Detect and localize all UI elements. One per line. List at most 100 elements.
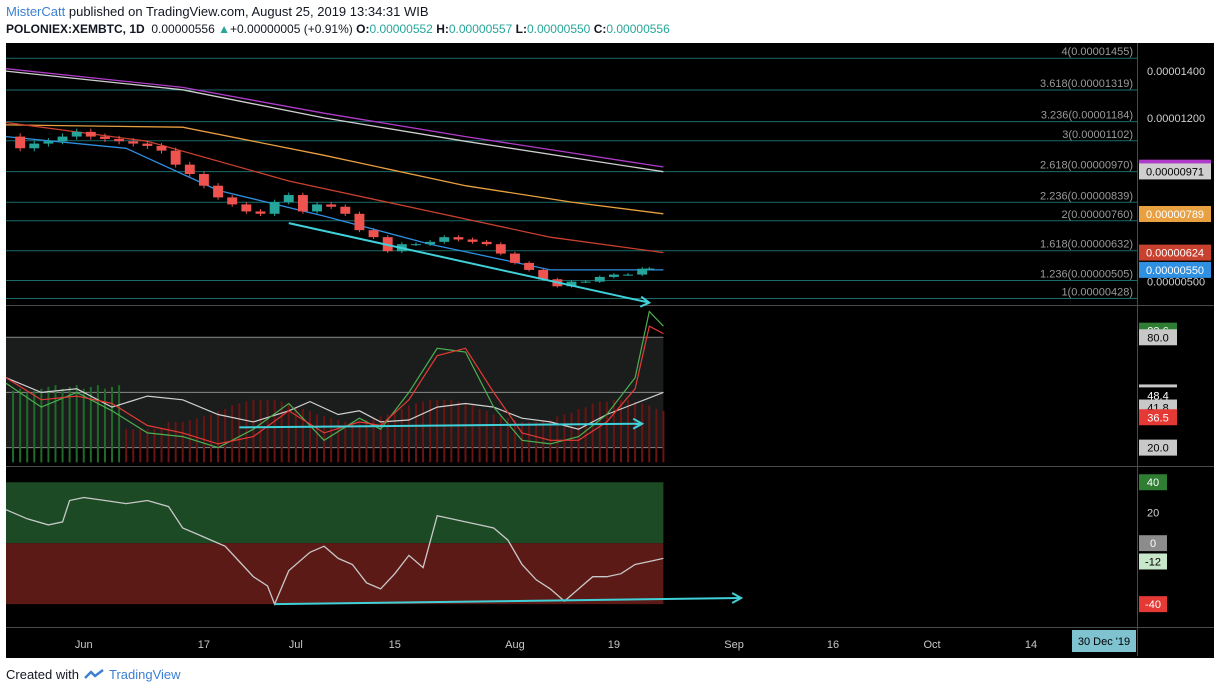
- trend-arrow[interactable]: [274, 597, 742, 606]
- indicator-value-label: 80.0: [1147, 332, 1168, 344]
- crosshair-date-label: 30 Dec '19: [1078, 636, 1130, 648]
- tradingview-logo-icon[interactable]: [83, 668, 105, 682]
- trend-arrow-head: [632, 417, 645, 430]
- trend-arrow-head: [639, 295, 652, 308]
- candle-body: [269, 202, 280, 214]
- low-label: L:: [515, 22, 527, 36]
- crosshair-date-tag[interactable]: [1072, 630, 1136, 652]
- fib-level-label: 4(0.00001455): [1061, 46, 1133, 58]
- candle-body: [128, 141, 139, 144]
- candle-body: [644, 268, 655, 270]
- candle-body: [142, 143, 153, 146]
- last-price: 0.00000556: [151, 22, 215, 36]
- candle-body: [623, 274, 633, 276]
- candle-body: [510, 253, 520, 263]
- fib-level-label: 2(0.00000760): [1061, 209, 1133, 221]
- candle-body: [213, 185, 224, 198]
- oscillator-value-tag: [1139, 596, 1167, 613]
- trend-arrow[interactable]: [288, 222, 650, 304]
- close-label: C:: [593, 22, 607, 36]
- candle-body: [453, 237, 464, 240]
- oscillator-value-tag: [1139, 553, 1167, 570]
- close-value: 0.00000556: [606, 22, 670, 36]
- ma-price-tag-label: 0.00000624: [1146, 248, 1204, 260]
- candle-body: [241, 204, 252, 212]
- candle-body: [368, 230, 379, 238]
- oscillator-value-label: -12: [1145, 556, 1161, 568]
- indicator-value-tag: [1139, 387, 1177, 404]
- publish-info: MisterCatt published on TradingView.com,…: [6, 4, 429, 19]
- date-tick-label: 14: [1025, 639, 1037, 651]
- candle-body: [608, 274, 619, 277]
- candle-body: [43, 141, 54, 144]
- indicator-value-tag: [1139, 329, 1177, 346]
- price-tick-label: 0.00001400: [1147, 66, 1205, 78]
- price-tick-label: 0.00001200: [1147, 113, 1205, 125]
- change-up-icon: ▲: [218, 22, 230, 36]
- oscillator-value-label: 0: [1150, 538, 1156, 550]
- candle-body: [15, 136, 26, 149]
- created-with-text: Created with: [6, 667, 79, 682]
- fib-level-label: 1(0.00000428): [1061, 286, 1133, 298]
- author-link[interactable]: MisterCatt: [6, 4, 66, 19]
- candle-body: [594, 276, 605, 282]
- candle-body: [566, 281, 577, 287]
- trend-arrow[interactable]: [239, 422, 643, 429]
- moving-average-line: [5, 70, 664, 173]
- candle-body: [71, 131, 82, 137]
- moving-average-line: [5, 68, 664, 168]
- oscillator-zone: [6, 543, 664, 605]
- moving-average-line: [5, 135, 664, 271]
- ma-price-tag: [1139, 261, 1211, 278]
- moving-average-line: [5, 124, 664, 215]
- date-tick-label: 17: [198, 639, 210, 651]
- symbol-legend: POLONIEX:XEMBTC, 1D 0.00000556 ▲+0.00000…: [6, 22, 670, 36]
- ma-price-tag: [1139, 244, 1211, 261]
- candle-body: [439, 237, 450, 242]
- ma-price-tag-label: 0.00000789: [1146, 209, 1204, 221]
- symbol-label[interactable]: POLONIEX:XEMBTC, 1D: [6, 22, 145, 36]
- high-value: 0.00000557: [448, 22, 513, 36]
- candle-body: [637, 268, 648, 275]
- candle-body: [340, 206, 351, 214]
- candle-body: [57, 136, 68, 142]
- date-tick-label: Sep: [724, 639, 744, 651]
- date-tick-label: Jul: [289, 639, 303, 651]
- candle-body: [156, 145, 167, 151]
- candle-body: [297, 195, 308, 212]
- indicator-value-label: 20.0: [1147, 443, 1168, 455]
- oscillator-line: [5, 496, 664, 606]
- fib-level-label: 3.618(0.00001319): [1040, 78, 1133, 90]
- candle-body: [425, 241, 436, 245]
- date-tick-label: 16: [827, 639, 839, 651]
- oscillator-tick-label: 20: [1147, 508, 1159, 520]
- tradingview-brand[interactable]: TradingView: [108, 667, 181, 682]
- published-text: published on TradingView.com, August 25,…: [68, 4, 429, 19]
- candle-body: [467, 239, 478, 242]
- candle-body: [495, 244, 506, 254]
- candle-body: [198, 174, 209, 186]
- low-value: 0.00000550: [526, 22, 591, 36]
- indicator-value-label: 48.4: [1147, 390, 1168, 402]
- fib-level-label: 3(0.00001102): [1062, 129, 1133, 141]
- footer: Created with TradingView: [6, 667, 181, 682]
- oscillator-zone: [6, 482, 664, 544]
- candle-body: [538, 269, 549, 280]
- candle-body: [283, 195, 294, 203]
- date-tick-label: Jun: [75, 639, 93, 651]
- open-label: O:: [356, 22, 370, 36]
- candle-body: [100, 136, 110, 139]
- indicator-value-tag: [1139, 409, 1177, 426]
- indicator-value-tag: [1139, 439, 1177, 456]
- date-tick-label: 15: [389, 639, 401, 651]
- candle-body: [184, 164, 195, 174]
- oscillator-value-tag: [1139, 474, 1167, 491]
- chart-bottom-border: [6, 656, 1214, 658]
- indicator-value-label: 36.5: [1147, 412, 1168, 424]
- ma-price-tag: [1139, 163, 1211, 180]
- candle-body: [85, 131, 96, 137]
- candle-body: [255, 211, 266, 214]
- candle-body: [326, 204, 337, 207]
- oscillator-line: [5, 310, 664, 449]
